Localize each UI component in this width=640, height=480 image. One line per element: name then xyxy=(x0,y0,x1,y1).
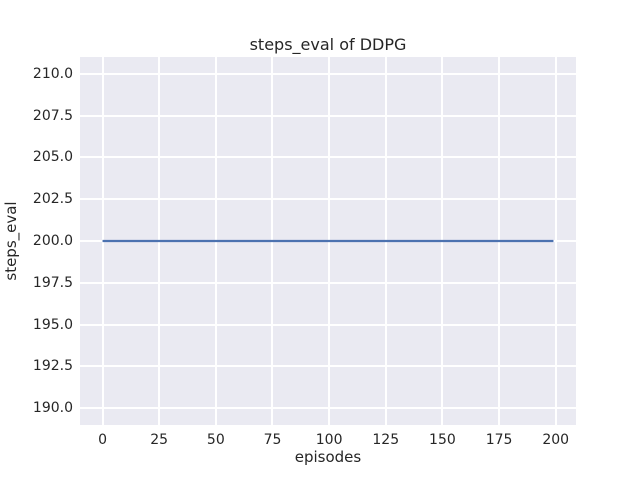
y-gridline xyxy=(80,323,576,326)
y-tick-label: 200.0 xyxy=(32,233,73,249)
x-tick-label: 200 xyxy=(542,432,570,448)
plot-area xyxy=(80,57,576,425)
x-tick-label: 25 xyxy=(150,432,169,448)
y-tick-label: 202.5 xyxy=(32,191,73,208)
y-tick-label: 207.5 xyxy=(32,107,73,124)
y-tick-label: 190.0 xyxy=(32,400,73,417)
y-gridline xyxy=(80,114,576,117)
series-layer xyxy=(102,239,554,243)
x-axis-label: episodes xyxy=(294,448,362,466)
y-gridline xyxy=(80,365,576,368)
chart-title: steps_eval of DDPG xyxy=(249,35,407,54)
y-gridline xyxy=(80,72,576,75)
y-tick-label: 195.0 xyxy=(32,316,73,333)
y-gridline xyxy=(80,198,576,201)
x-tick-label: 125 xyxy=(372,432,400,448)
x-tick-label: 150 xyxy=(429,432,456,448)
x-tick-label: 0 xyxy=(98,432,107,448)
y-tick-label: 192.5 xyxy=(32,358,73,375)
x-tick-label: 75 xyxy=(263,432,282,448)
y-gridline xyxy=(80,281,576,284)
x-tick-label: 100 xyxy=(315,432,343,448)
y-tick-label: 205.0 xyxy=(32,149,73,166)
y-gridline xyxy=(80,407,576,410)
x-tick-label: 50 xyxy=(206,432,225,448)
y-gridline xyxy=(80,156,576,159)
y-tick-label: 210.0 xyxy=(32,65,73,82)
x-tick-label: 175 xyxy=(485,432,513,448)
y-tick-label: 197.5 xyxy=(32,274,73,291)
